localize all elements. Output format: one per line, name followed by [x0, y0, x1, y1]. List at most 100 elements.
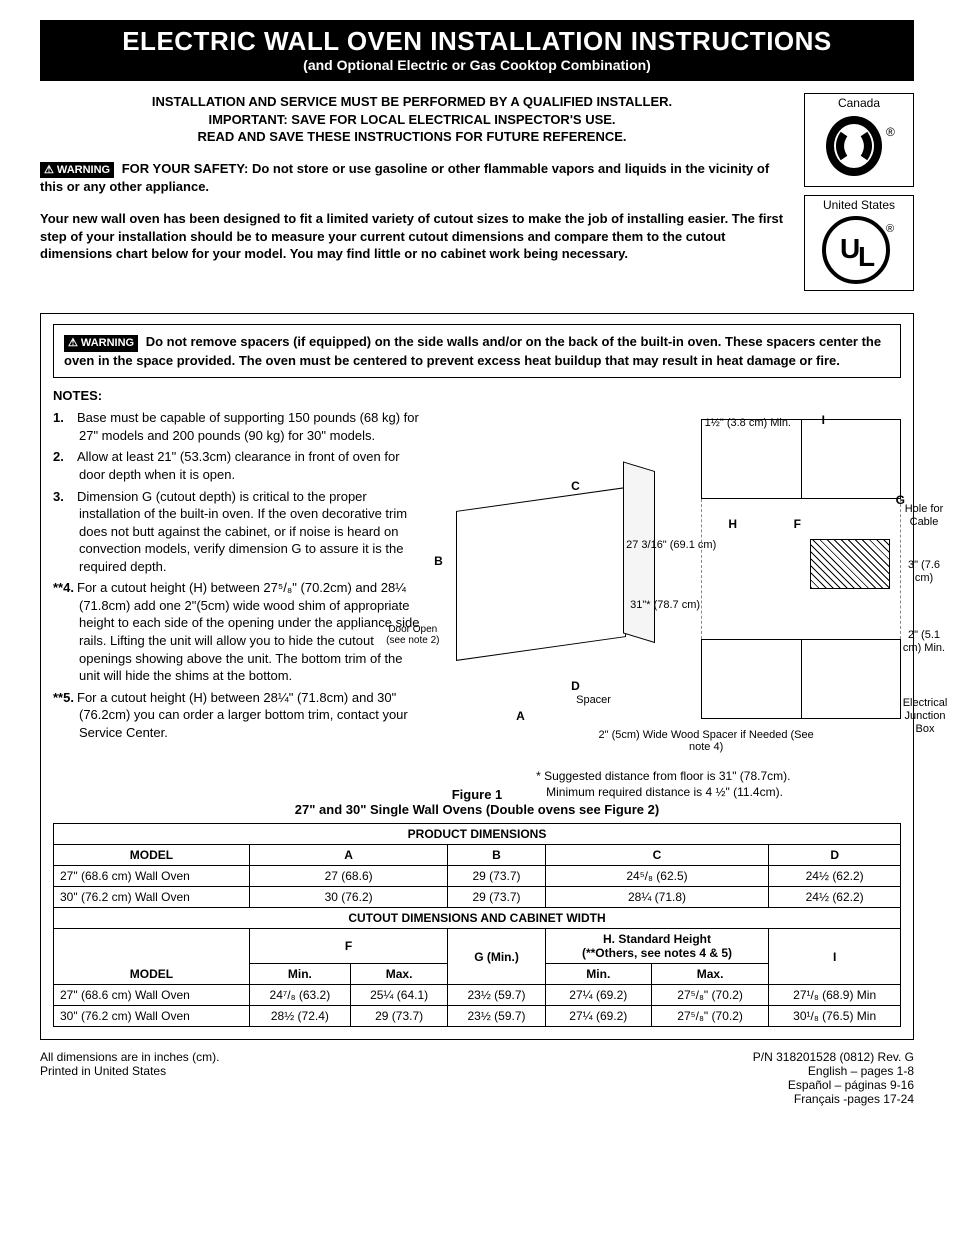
dim-i-label: I [822, 413, 825, 427]
cert-canada-label: Canada [838, 96, 880, 110]
footer-dims-note: All dimensions are in inches (cm). [40, 1050, 219, 1064]
cabinet-upper [701, 419, 901, 499]
spacer-label: Spacer [576, 694, 611, 706]
dim-b-label: B [434, 554, 443, 568]
dim-2in-label: 2" (5.1 cm) Min. [899, 629, 949, 654]
ul-icon: U L ® [820, 214, 898, 284]
spacer-warning: WARNING Do not remove spacers (if equipp… [53, 324, 901, 378]
footer-en: English – pages 1-8 [808, 1064, 914, 1078]
door-open-text: Door Open [388, 624, 437, 635]
col-i: I [769, 929, 901, 985]
door-note-text: (see note 2) [386, 635, 439, 646]
cabinet-lower [701, 639, 901, 719]
footer-pn: P/N 318201528 (0812) Rev. G [753, 1050, 914, 1064]
table-row: 30" (76.2 cm) Wall Oven 28½ (72.4) 29 (7… [54, 1006, 901, 1027]
certification-column: Canada ® United States U L ® [804, 93, 914, 299]
cell: 23½ (59.7) [448, 1006, 545, 1027]
note-item: 1.Base must be capable of supporting 150… [53, 409, 426, 444]
svg-text:®: ® [886, 223, 894, 235]
cell-model: 27" (68.6 cm) Wall Oven [54, 866, 250, 887]
table-row: 27" (68.6 cm) Wall Oven 24⁷/₈ (63.2) 25¼… [54, 985, 901, 1006]
hole-label: Hole for Cable [899, 503, 949, 528]
dim-a-label: A [516, 709, 525, 723]
page-subtitle: (and Optional Electric or Gas Cooktop Co… [40, 57, 914, 73]
intro-line2: IMPORTANT: SAVE FOR LOCAL ELECTRICAL INS… [208, 112, 615, 127]
cell: 30 (76.2) [249, 887, 447, 908]
note-text: Base must be capable of supporting 150 p… [77, 410, 419, 443]
cabinet-diagram: F G H I 1½" (3.8 cm) Min. Hole for Cable… [701, 419, 901, 719]
cell-model: 30" (76.2 cm) Wall Oven [54, 1006, 250, 1027]
col-f: F [249, 929, 447, 964]
cell: 24⁷/₈ (63.2) [249, 985, 350, 1006]
note-num: 1. [53, 409, 77, 427]
notes-header: NOTES: [53, 388, 901, 403]
dim-3in-label: 3" (7.6 cm) [899, 559, 949, 584]
cell: 25¼ (64.1) [350, 985, 447, 1006]
col-model: MODEL [54, 929, 250, 985]
note-num: **5. [53, 689, 77, 707]
note-num: **4. [53, 579, 77, 597]
cell: 28½ (72.4) [249, 1006, 350, 1027]
suggest-line2: Minimum required distance is 4 ½" (11.4c… [546, 785, 926, 801]
footer-left: All dimensions are in inches (cm). Print… [40, 1050, 219, 1106]
table-row: 27" (68.6 cm) Wall Oven 27 (68.6) 29 (73… [54, 866, 901, 887]
top-min-label: 1½" (3.8 cm) Min. [705, 417, 791, 430]
dim-31-label: 31"* (78.7 cm) [630, 599, 700, 612]
cert-canada: Canada ® [804, 93, 914, 187]
table-section2: CUTOUT DIMENSIONS AND CABINET WIDTH [54, 908, 901, 929]
suggest-line1: * Suggested distance from floor is 31" (… [536, 769, 916, 785]
note-num: 3. [53, 488, 77, 506]
intro-lines: INSTALLATION AND SERVICE MUST BE PERFORM… [40, 93, 784, 146]
figure-subtitle: 27" and 30" Single Wall Ovens (Double ov… [53, 802, 901, 817]
col-h-sub: (**Others, see notes 4 & 5) [582, 946, 732, 960]
intro-paragraph: Your new wall oven has been designed to … [40, 210, 784, 263]
svg-text:L: L [858, 241, 875, 272]
cert-us: United States U L ® [804, 195, 914, 291]
table-row: 30" (76.2 cm) Wall Oven 30 (76.2) 29 (73… [54, 887, 901, 908]
cell: 27¼ (69.2) [545, 1006, 651, 1027]
col-hmax: Max. [651, 964, 768, 985]
page-footer: All dimensions are in inches (cm). Print… [40, 1050, 914, 1106]
note-text: For a cutout height (H) between 27⁵/₈" (… [77, 580, 419, 683]
dim-c-label: C [571, 479, 580, 493]
note-item: 2.Allow at least 21" (53.3cm) clearance … [53, 448, 426, 483]
cell: 24½ (62.2) [769, 866, 901, 887]
cert-us-label: United States [823, 198, 895, 212]
note-num: 2. [53, 448, 77, 466]
col-b: B [448, 845, 545, 866]
cell: 24⁵/₈ (62.5) [545, 866, 769, 887]
note-text: Allow at least 21" (53.3cm) clearance in… [77, 449, 400, 482]
col-c: C [545, 845, 769, 866]
col-h: H. Standard Height(**Others, see notes 4… [545, 929, 769, 964]
cell: 28¼ (71.8) [545, 887, 769, 908]
note-item: **5.For a cutout height (H) between 28¼"… [53, 689, 426, 742]
cell: 27¹/₈ (68.9) Min [769, 985, 901, 1006]
cell-model: 30" (76.2 cm) Wall Oven [54, 887, 250, 908]
cell: 29 (73.7) [448, 866, 545, 887]
note-text: For a cutout height (H) between 28¼" (71… [77, 690, 408, 740]
cell: 23½ (59.7) [448, 985, 545, 1006]
col-d: D [769, 845, 901, 866]
intro-text: INSTALLATION AND SERVICE MUST BE PERFORM… [40, 93, 804, 299]
col-hmin: Min. [545, 964, 651, 985]
dimensions-table: PRODUCT DIMENSIONS MODEL A B C D 27" (68… [53, 823, 901, 1027]
svg-text:®: ® [886, 125, 895, 139]
dim-d-label: D [571, 679, 580, 693]
cell: 27 (68.6) [249, 866, 447, 887]
col-h-title: H. Standard Height [603, 932, 711, 946]
diagram: A B C D Door Open (see note 2) Spacer 27… [426, 409, 901, 779]
table-section1: PRODUCT DIMENSIONS [54, 824, 901, 845]
main-frame: WARNING Do not remove spacers (if equipp… [40, 313, 914, 1040]
cell: 27¼ (69.2) [545, 985, 651, 1006]
note-item: **4.For a cutout height (H) between 27⁵/… [53, 579, 426, 684]
cell: 29 (73.7) [448, 887, 545, 908]
junction-hatch [810, 539, 890, 589]
dim-h-label: H [728, 517, 737, 531]
cell: 27⁵/₈" (70.2) [651, 1006, 768, 1027]
warning-tag: WARNING [40, 162, 114, 179]
cell: 24½ (62.2) [769, 887, 901, 908]
shim-note: 2" (5cm) Wide Wood Spacer if Needed (See… [596, 729, 816, 753]
intro-line1: INSTALLATION AND SERVICE MUST BE PERFORM… [152, 94, 672, 109]
col-g: G (Min.) [448, 929, 545, 985]
footer-right: P/N 318201528 (0812) Rev. G English – pa… [753, 1050, 914, 1106]
